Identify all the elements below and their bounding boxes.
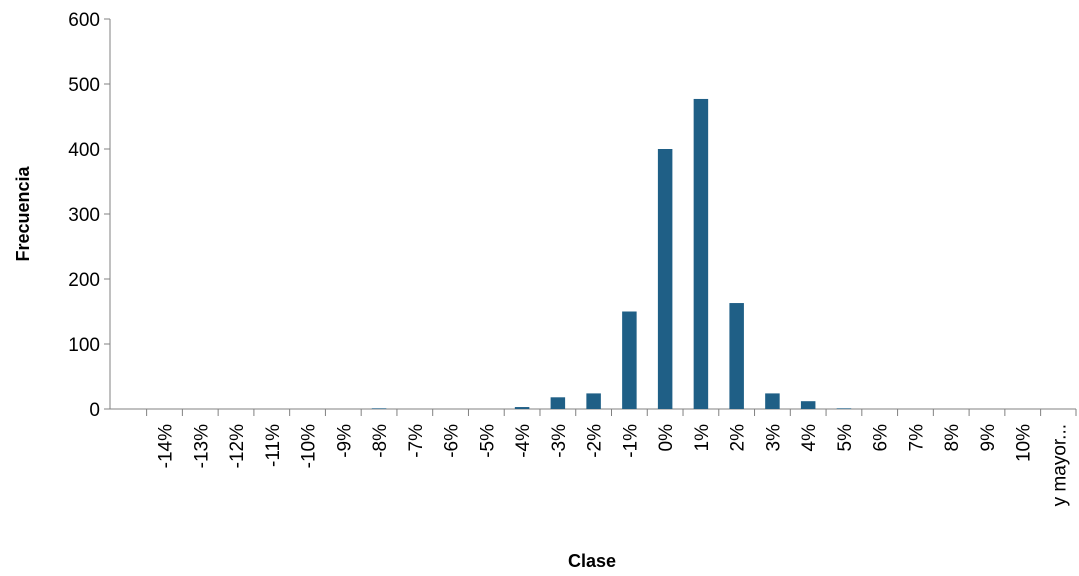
x-tick-label: -14% [156,424,177,468]
bar [371,408,387,409]
bar [586,393,601,409]
y-axis: 0 100 200 300 400 500 600 [68,10,111,421]
bar [836,408,852,409]
x-tick-label: 8% [942,424,963,452]
bar [514,407,530,409]
x-tick-label: 1% [692,424,713,452]
x-tick-label: -13% [191,424,212,468]
bar [622,311,637,409]
x-tick-label: -2% [585,424,606,458]
x-tick-label: 3% [763,424,784,452]
y-tick-label: 100 [68,335,100,356]
bar [765,393,780,409]
bar [550,397,566,409]
x-tick-label: -7% [406,424,427,458]
x-tick-label: -4% [513,424,534,458]
x-tick-label: 5% [835,424,856,452]
y-tick-label: 300 [68,205,100,226]
x-tick-label: -9% [334,424,355,458]
x-tick-label: y mayor... [1050,424,1071,506]
y-tick-label: 500 [68,75,100,96]
bar [729,303,744,409]
x-tick-label: 4% [799,424,820,452]
x-tick-label: -5% [477,424,498,458]
x-tick-label: -12% [227,424,248,468]
x-tick-label: -3% [549,424,570,458]
x-tick-label: 0% [656,424,677,452]
x-axis-title: Clase [568,551,616,571]
x-tick-label: -1% [620,424,641,458]
bar [800,401,816,409]
x-tick-label: 7% [906,424,927,452]
bar [657,149,673,409]
y-tick-label: 0 [89,400,100,421]
bar [693,98,709,409]
y-tick-label: 600 [68,10,100,31]
x-tick-label: 9% [978,424,999,452]
x-tick-label: -10% [299,424,320,468]
y-tick-label: 400 [68,140,100,161]
y-tick-label: 200 [68,270,100,291]
x-tick-label: -6% [442,424,463,458]
x-tick-label: 6% [871,424,892,452]
x-tick-label: -8% [370,424,391,458]
y-axis-title: Frecuencia [13,165,33,261]
x-tick-label: 10% [1014,424,1035,462]
x-tick-label: -11% [263,424,284,467]
bars [371,98,852,409]
x-axis: -14% -13% -12% -11% -10% -9% -8% -7% -6% -5% -4% -3… [110,408,1077,506]
x-tick-label: 2% [728,424,749,452]
